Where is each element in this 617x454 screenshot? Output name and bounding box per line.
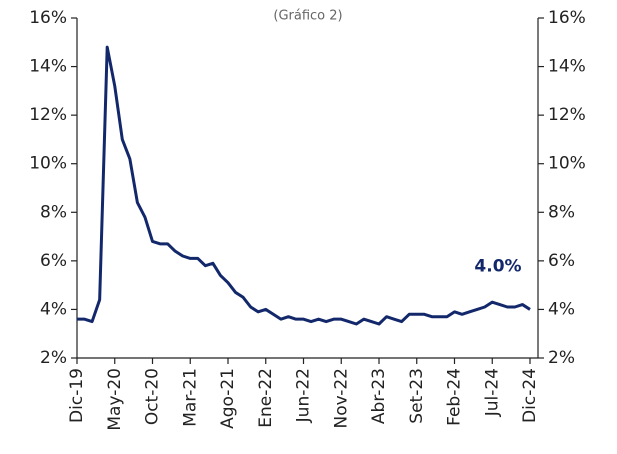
x-tick-label: Set-23 (407, 368, 427, 424)
y-tick-label: 12% (29, 105, 67, 125)
y-tick-label: 6% (40, 251, 67, 271)
y2-tick-label: 14% (548, 57, 586, 77)
x-tick-label: Oct-20 (143, 368, 163, 425)
annotation: 4.0% (474, 256, 521, 276)
y-tick-label: 8% (40, 202, 67, 222)
y2-tick-label: 4% (548, 299, 575, 319)
chart-subtitle: (Gráfico 2) (273, 9, 342, 24)
x-tick-label: Ago-21 (218, 368, 238, 429)
y-tick-label: 16% (29, 8, 67, 28)
x-tick-label: Ene-22 (256, 368, 276, 428)
y-tick-label: 2% (40, 348, 67, 368)
y2-tick-label: 6% (548, 251, 575, 271)
y2-tick-label: 16% (548, 8, 586, 28)
y2-tick-label: 2% (548, 348, 575, 368)
y2-tick-label: 8% (548, 202, 575, 222)
x-tick-label: Dic-19 (67, 368, 87, 423)
x-tick-label: Jul-24 (482, 368, 502, 417)
x-tick-label: Dic-24 (520, 368, 540, 423)
y-tick-label: 10% (29, 154, 67, 174)
line (77, 45, 531, 326)
x-tick-label: Nov-22 (331, 368, 351, 429)
y2-tick-label: 10% (548, 154, 586, 174)
y2-tick-label: 12% (548, 105, 586, 125)
x-tick-label: May-20 (105, 368, 125, 431)
y-tick-label: 14% (29, 57, 67, 77)
x-tick-label: Abr-23 (369, 368, 389, 424)
y-tick-label: 4% (40, 299, 67, 319)
x-tick-label: Feb-24 (445, 368, 465, 426)
x-tick-label: Jun-22 (294, 368, 314, 423)
x-tick-label: Mar-21 (180, 368, 200, 427)
